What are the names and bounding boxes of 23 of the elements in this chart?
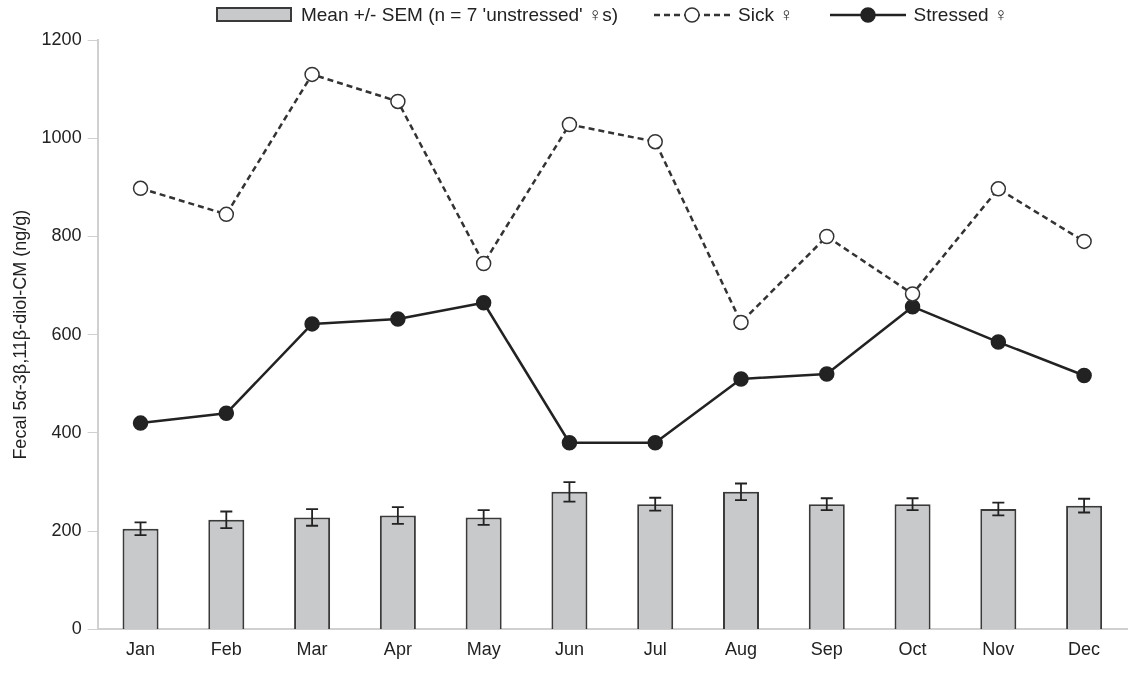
x-tick-label: Oct [898, 639, 927, 660]
x-tick-label: Apr [383, 639, 412, 660]
x-tick-label: Jul [643, 639, 667, 660]
y-tick-label: 0 [71, 618, 82, 639]
y-tick-label: 1200 [41, 28, 82, 49]
y-axis-title: Fecal 5α-3β,11β-diol-CM (ng/g) [9, 209, 30, 460]
x-tick-label: Jun [554, 639, 584, 660]
y-tick-label: 800 [51, 225, 82, 246]
x-tick-label: Aug [724, 639, 758, 660]
y-tick-label: 400 [51, 421, 82, 442]
legend-label: Sick ♀ [738, 4, 794, 26]
y-tick-label: 600 [51, 323, 82, 344]
legend-label: Mean +/- SEM (n = 7 'unstressed' ♀s) [300, 4, 619, 26]
y-tick-label: 200 [51, 520, 82, 541]
x-tick-label: Feb [210, 639, 242, 660]
x-tick-label: May [466, 639, 501, 660]
x-tick-label: Nov [982, 639, 1015, 660]
x-tick-label: Sep [810, 639, 843, 660]
x-tick-label: Mar [296, 639, 328, 660]
legend-label: Stressed ♀ [913, 4, 1009, 26]
x-tick-label: Jan [126, 639, 156, 660]
x-tick-label: Dec [1068, 639, 1101, 660]
y-tick-label: 1000 [41, 127, 82, 148]
